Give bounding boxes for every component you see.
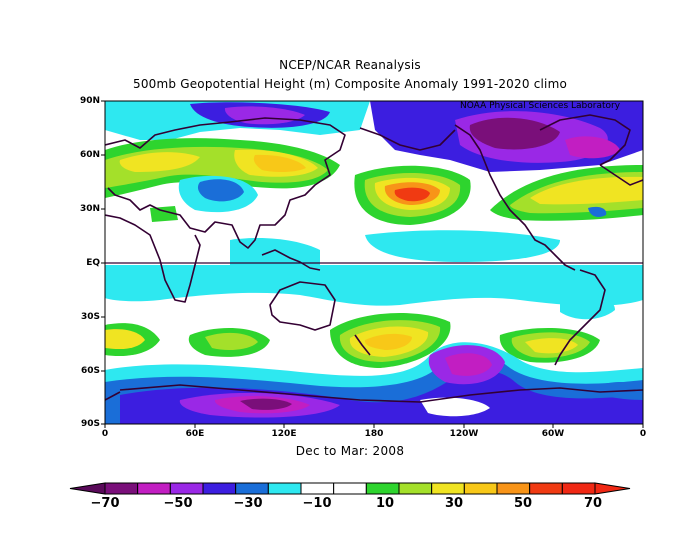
anomaly-region — [394, 187, 430, 202]
y-tick-label: 90N — [79, 96, 100, 106]
y-tick-label: 60S — [80, 366, 100, 376]
colorbar-swatch — [529, 482, 563, 495]
colorbar-arrow-low — [69, 482, 106, 495]
colorbar-swatch — [137, 482, 171, 495]
anomaly-region — [240, 398, 292, 410]
anomaly-region — [253, 154, 306, 173]
y-tick-label: EQ — [86, 258, 100, 268]
y-tick-label: 30S — [80, 312, 100, 322]
x-tick-label: 60E — [185, 429, 205, 439]
x-tick-label: 0 — [101, 429, 109, 439]
x-tick-label: 60W — [541, 429, 565, 439]
coastlines — [105, 114, 643, 403]
colorbar-label: 10 — [375, 496, 395, 511]
colorbar-label: −70 — [90, 496, 120, 511]
colorbar-swatch — [235, 482, 269, 495]
x-tick-label: 180 — [364, 429, 384, 439]
anomaly-region — [105, 329, 145, 350]
anomaly-region — [119, 152, 200, 172]
colorbar-label: −10 — [302, 496, 332, 511]
colorbar-swatch — [561, 482, 596, 495]
colorbar-label: 70 — [583, 496, 603, 511]
period-label: Dec to Mar: 2008 — [295, 444, 405, 458]
credit-label: NOAA Physical Sciences Laboratory — [460, 101, 621, 111]
colorbar-swatch — [300, 482, 335, 495]
anomaly-region — [588, 206, 607, 217]
anomaly-region — [469, 117, 560, 150]
colorbar-swatch — [496, 482, 531, 495]
colorbar-swatch — [333, 482, 367, 495]
colorbar-label: −50 — [163, 496, 193, 511]
y-tick-label: 30N — [79, 204, 100, 214]
y-tick-label: 60N — [79, 150, 100, 160]
x-tick-label: 120E — [271, 429, 297, 439]
colorbar-swatch — [202, 482, 237, 495]
anomaly-region — [445, 353, 492, 376]
x-tick-label: 0 — [639, 429, 647, 439]
anomaly-region — [525, 338, 578, 354]
colorbar-swatch — [463, 482, 498, 495]
anomaly-region — [560, 293, 615, 320]
chart-title: NCEP/NCAR Reanalysis — [279, 58, 421, 72]
y-tick-label: 90S — [80, 419, 100, 429]
colorbar-swatch — [267, 482, 302, 495]
colorbar-arrow-high — [594, 482, 631, 495]
anomaly-region — [565, 136, 620, 159]
anomaly-region — [420, 397, 490, 417]
colorbar-label: 50 — [513, 496, 533, 511]
anomaly-region — [205, 332, 258, 350]
anomaly-region — [365, 230, 560, 262]
colorbar-label: −30 — [233, 496, 263, 511]
colorbar-label: 30 — [444, 496, 464, 511]
anomaly-region — [197, 179, 244, 202]
axis-ticks — [101, 100, 644, 428]
colorbar-swatch — [104, 482, 139, 495]
colorbar-swatch — [365, 482, 400, 495]
anomaly-region — [105, 265, 643, 306]
colorbar — [69, 482, 631, 495]
chart-subtitle: 500mb Geopotential Height (m) Composite … — [132, 77, 568, 91]
x-tick-label: 120W — [449, 429, 479, 439]
anomaly-region — [530, 176, 643, 205]
anomaly-region — [150, 206, 178, 222]
colorbar-swatch — [398, 482, 433, 495]
anomaly-region — [364, 333, 412, 350]
colorbar-swatch — [431, 482, 465, 495]
colorbar-swatch — [169, 482, 204, 495]
